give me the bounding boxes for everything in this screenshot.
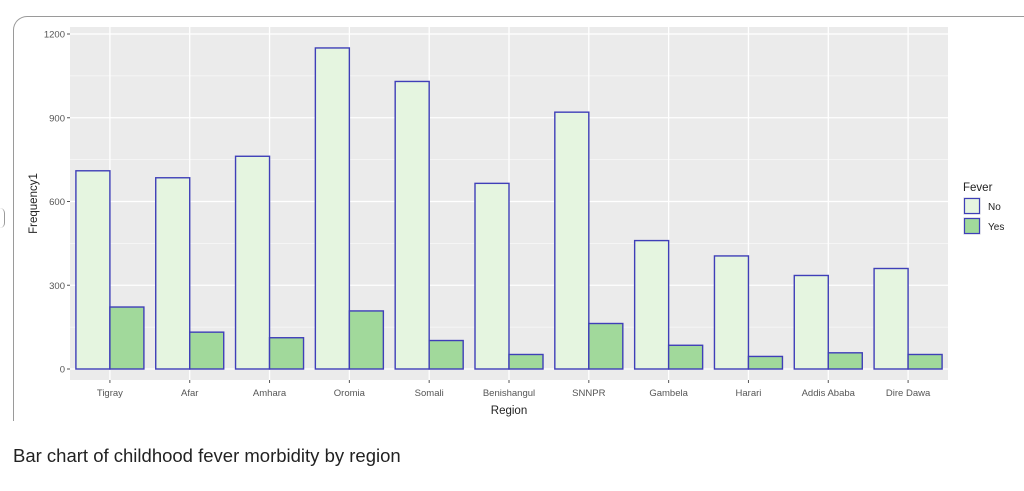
legend-label-no: No <box>988 202 1001 213</box>
bar-yes-dire-dawa <box>907 353 943 370</box>
y-tick-label: 900 <box>49 113 65 124</box>
x-tick-label: Gambela <box>649 388 688 399</box>
bar-no-afar <box>155 177 191 370</box>
bar-yes-tigray <box>109 306 145 370</box>
figure-frame <box>13 16 1024 421</box>
x-tick-label: Afar <box>181 388 198 399</box>
bar-yes-gambela <box>667 344 704 370</box>
y-tick-label: 1200 <box>44 30 65 41</box>
bar-chart: 0 300 600 900 1200 Tigray Afar Amhara Oromia Som… <box>28 27 1004 417</box>
bar-no-amhara <box>234 155 271 370</box>
x-tick-label: Harari <box>736 388 762 399</box>
bar-no-harari <box>713 255 750 370</box>
legend-title: Fever <box>963 182 993 194</box>
x-tick-label: Benishangul <box>483 388 535 399</box>
y-axis-title: Frequency1 <box>28 173 40 234</box>
bar-no-snnpr <box>554 111 590 370</box>
x-tick-label: Amhara <box>253 388 287 399</box>
bars <box>75 47 943 370</box>
y-tick-label: 0 <box>60 365 65 376</box>
legend-label-yes: Yes <box>988 222 1004 233</box>
legend: Fever No Yes <box>963 182 1004 235</box>
x-axis: Tigray Afar Amhara Oromia Somali Benishangul S… <box>97 380 931 399</box>
x-axis-title: Region <box>491 405 527 417</box>
y-tick-label: 300 <box>49 281 65 292</box>
bar-no-gambela <box>633 239 670 370</box>
bar-yes-somali <box>428 339 464 370</box>
x-tick-label: SNNPR <box>572 388 605 399</box>
x-tick-label: Somali <box>415 388 444 399</box>
x-tick-label: Tigray <box>97 388 123 399</box>
bar-no-somali <box>394 80 430 370</box>
legend-key-yes <box>963 217 981 235</box>
y-axis: 0 300 600 900 1200 <box>44 30 70 376</box>
bar-no-benishangul <box>474 182 510 370</box>
x-tick-label: Oromia <box>334 388 366 399</box>
bar-no-tigray <box>75 170 111 370</box>
x-tick-label: Addis Ababa <box>802 388 856 399</box>
bar-yes-snnpr <box>588 322 624 370</box>
bar-no-addis-ababa <box>793 274 829 370</box>
x-tick-label: Dire Dawa <box>886 388 931 399</box>
y-tick-label: 600 <box>49 197 65 208</box>
bar-yes-oromia <box>348 310 385 370</box>
bar-yes-addis-ababa <box>827 352 863 370</box>
bar-yes-afar <box>189 331 225 370</box>
bar-yes-harari <box>747 355 784 370</box>
carousel-edge-mark <box>0 208 5 228</box>
bar-yes-benishangul <box>508 353 544 370</box>
legend-key-no <box>963 197 981 215</box>
bar-no-dire-dawa <box>873 267 909 370</box>
figure-caption: Bar chart of childhood fever morbidity b… <box>13 445 401 466</box>
bar-yes-amhara <box>268 337 305 370</box>
bar-no-oromia <box>314 47 351 370</box>
